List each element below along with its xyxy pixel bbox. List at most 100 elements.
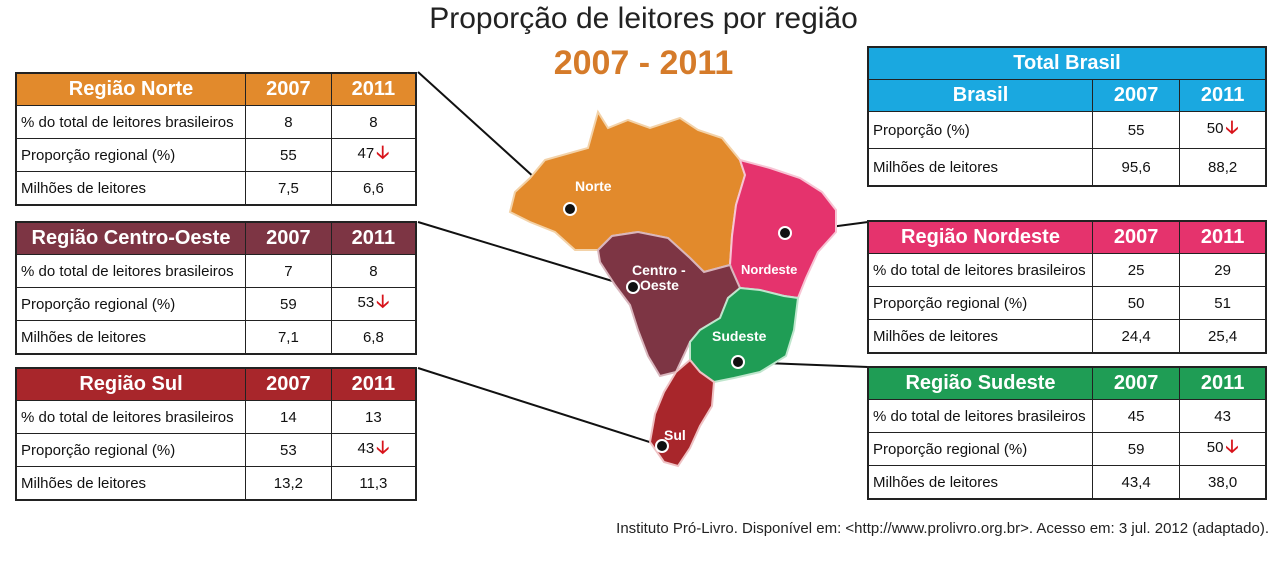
map-label-centro-oeste-2: Oeste <box>640 277 679 293</box>
year-2007-header: 2007 <box>245 367 332 401</box>
map-label-nordeste: Nordeste <box>741 262 797 277</box>
year-2007-header: 2007 <box>1091 366 1181 400</box>
value-2011: 38,0 <box>1179 465 1267 500</box>
value-2011: 43 <box>1179 399 1267 433</box>
region-title: Região Nordeste <box>867 220 1093 254</box>
marker-sul <box>655 439 669 453</box>
row-label: Proporção regional (%) <box>867 432 1093 466</box>
row-label: Milhões de leitores <box>867 465 1093 500</box>
year-2007-header: 2007 <box>245 221 332 255</box>
region-title: Região Centro-Oeste <box>15 221 246 255</box>
year-2007-header: 2007 <box>1091 79 1181 112</box>
value-2007: 45 <box>1091 399 1181 433</box>
value-2007: 55 <box>245 138 332 172</box>
row-label: Milhões de leitores <box>15 466 246 501</box>
value-2007: 43,4 <box>1091 465 1181 500</box>
region-sudeste <box>689 286 800 384</box>
value-2011: 43 <box>357 440 375 457</box>
row-label: Proporção regional (%) <box>15 138 246 172</box>
region-title: Região Sudeste <box>867 366 1093 400</box>
year-2011-header: 2011 <box>1179 366 1267 400</box>
table-norte: Região Norte 2007 2011 % do total de lei… <box>15 72 417 206</box>
marker-centro-oeste <box>626 280 640 294</box>
value-2011: 13 <box>330 400 417 434</box>
marker-norte <box>563 202 577 216</box>
chart-subtitle: 2007 - 2011 <box>553 44 734 82</box>
down-arrow-icon: 🡣 <box>1225 117 1239 137</box>
value-2007: 95,6 <box>1091 148 1181 187</box>
value-2007: 25 <box>1091 253 1181 287</box>
marker-nordeste <box>778 226 792 240</box>
value-2011: 50 <box>1206 439 1224 456</box>
year-2011-header: 2011 <box>330 367 417 401</box>
value-2007: 14 <box>245 400 332 434</box>
year-2007-header: 2007 <box>1091 220 1181 254</box>
year-2011-header: 2011 <box>330 72 417 106</box>
value-2011: 50 <box>1206 120 1224 137</box>
row-label: Milhões de leitores <box>867 319 1093 354</box>
row-label: % do total de leitores brasileiros <box>867 399 1093 433</box>
row-label: Milhões de leitores <box>867 148 1093 187</box>
value-2007: 55 <box>1091 111 1181 149</box>
connector-sul <box>417 367 663 447</box>
value-2011: 6,6 <box>330 171 417 206</box>
region-title: Região Sul <box>15 367 246 401</box>
value-2007: 7,1 <box>245 320 332 355</box>
value-2011: 53 <box>357 294 375 311</box>
value-2011: 88,2 <box>1179 148 1267 187</box>
value-2007: 8 <box>245 105 332 139</box>
down-arrow-icon: 🡣 <box>1225 436 1239 456</box>
total-title: Total Brasil <box>867 46 1267 80</box>
value-2011: 8 <box>330 105 417 139</box>
table-sudeste: Região Sudeste 2007 2011 % do total de l… <box>867 366 1267 500</box>
down-arrow-icon: 🡣 <box>376 291 390 311</box>
value-2007: 53 <box>245 433 332 467</box>
year-2011-header: 2011 <box>330 221 417 255</box>
row-label: % do total de leitores brasileiros <box>15 105 246 139</box>
connector-centro-oeste <box>417 221 633 288</box>
map-label-norte: Norte <box>575 178 612 194</box>
year-2011-header: 2011 <box>1179 220 1267 254</box>
row-label: Proporção (%) <box>867 111 1093 149</box>
table-nordeste: Região Nordeste 2007 2011 % do total de … <box>867 220 1267 354</box>
year-2007-header: 2007 <box>245 72 332 106</box>
region-sul <box>648 358 716 468</box>
down-arrow-icon: 🡣 <box>376 437 390 457</box>
value-2007: 13,2 <box>245 466 332 501</box>
value-2007: 24,4 <box>1091 319 1181 354</box>
marker-sudeste <box>731 355 745 369</box>
row-label: Proporção regional (%) <box>867 286 1093 320</box>
region-title: Região Norte <box>15 72 246 106</box>
down-arrow-icon: 🡣 <box>376 142 390 162</box>
value-2011: 47 <box>357 145 375 162</box>
row-label: Milhões de leitores <box>15 320 246 355</box>
value-2011: 6,8 <box>330 320 417 355</box>
row-label: % do total de leitores brasileiros <box>15 254 246 288</box>
value-2011: 29 <box>1179 253 1267 287</box>
map-label-centro-oeste-1: Centro - <box>632 262 686 278</box>
value-2011: 11,3 <box>330 466 417 501</box>
row-label: % do total de leitores brasileiros <box>867 253 1093 287</box>
value-2011: 8 <box>330 254 417 288</box>
source-caption: Instituto Pró-Livro. Disponível em: <htt… <box>616 520 1269 537</box>
row-label: Milhões de leitores <box>15 171 246 206</box>
value-2007: 50 <box>1091 286 1181 320</box>
value-2007: 7,5 <box>245 171 332 206</box>
value-2011: 25,4 <box>1179 319 1267 354</box>
year-2011-header: 2011 <box>1179 79 1267 112</box>
value-2007: 59 <box>245 287 332 321</box>
map-label-sudeste: Sudeste <box>712 328 767 344</box>
table-total-brasil: Total Brasil Brasil 2007 2011 Proporção … <box>867 46 1267 187</box>
value-2007: 7 <box>245 254 332 288</box>
row-label: Proporção regional (%) <box>15 287 246 321</box>
value-2007: 59 <box>1091 432 1181 466</box>
table-centro-oeste: Região Centro-Oeste 2007 2011 % do total… <box>15 221 417 355</box>
table-sul: Região Sul 2007 2011 % do total de leito… <box>15 367 417 501</box>
row-label: Proporção regional (%) <box>15 433 246 467</box>
chart-title: Proporção de leitores por região <box>429 2 858 35</box>
value-2011: 51 <box>1179 286 1267 320</box>
map-label-sul: Sul <box>664 427 686 443</box>
total-subtitle: Brasil <box>867 79 1093 112</box>
row-label: % do total de leitores brasileiros <box>15 400 246 434</box>
